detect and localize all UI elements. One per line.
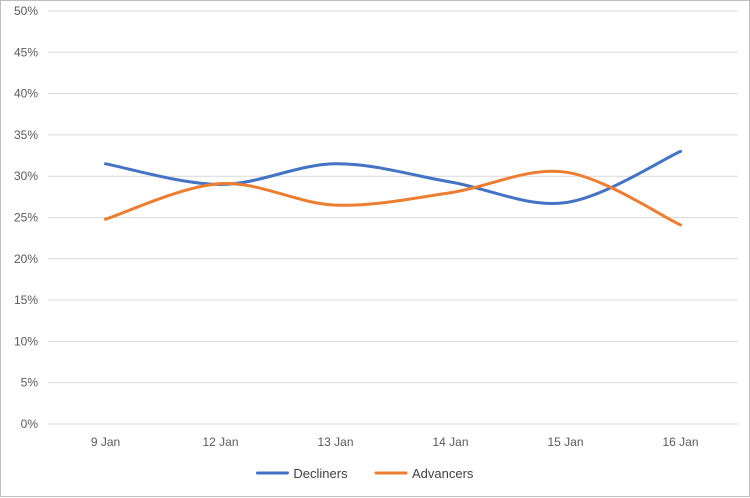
y-tick-label: 15%	[14, 293, 38, 307]
x-tick-label: 13 Jan	[317, 435, 353, 449]
x-tick-label: 14 Jan	[432, 435, 468, 449]
y-axis-ticks: 0% 5% 10% 15% 20% 25% 30% 35% 40% 45% 50%	[14, 4, 38, 431]
x-axis-ticks: 9 Jan 12 Jan 13 Jan 14 Jan 15 Jan 16 Jan	[91, 435, 699, 449]
x-tick-label: 15 Jan	[547, 435, 583, 449]
y-tick-label: 0%	[21, 417, 39, 431]
x-tick-label: 16 Jan	[662, 435, 698, 449]
y-tick-label: 20%	[14, 252, 38, 266]
gridlines	[48, 10, 738, 425]
series-line-decliners	[104, 149, 682, 205]
legend-label-advancers: Advancers	[412, 466, 474, 481]
y-tick-label: 40%	[14, 87, 38, 101]
y-tick-label: 30%	[14, 169, 38, 183]
y-tick-label: 10%	[14, 334, 38, 348]
y-tick-label: 5%	[21, 376, 39, 390]
y-tick-label: 50%	[14, 4, 38, 18]
legend: Decliners Advancers	[255, 466, 474, 481]
y-tick-label: 45%	[14, 45, 38, 59]
x-tick-label: 9 Jan	[91, 435, 120, 449]
series-line-advancers	[104, 169, 682, 227]
y-tick-label: 25%	[14, 211, 38, 225]
y-tick-label: 35%	[14, 128, 38, 142]
legend-label-decliners: Decliners	[293, 466, 348, 481]
series-lines	[104, 149, 682, 227]
x-tick-label: 12 Jan	[202, 435, 238, 449]
